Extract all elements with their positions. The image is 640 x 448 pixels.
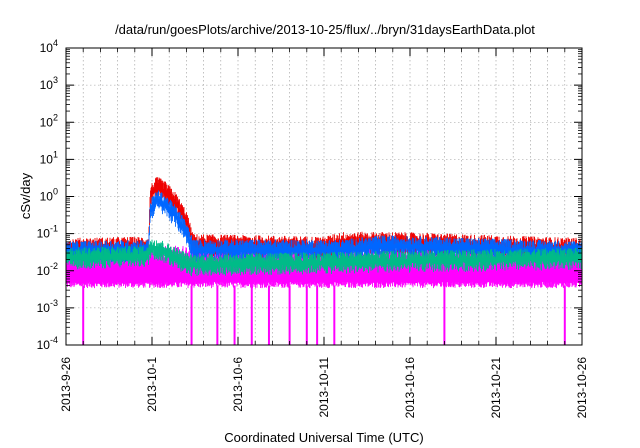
y-tick-label: 104 [40, 38, 58, 55]
x-tick-labels: 2013-9-26 2013-10-1 2013-10-6 2013-10-11 201… [59, 357, 589, 419]
y-tick-label: 10-3 [37, 298, 58, 315]
y-tick-label: 10-2 [37, 261, 58, 278]
y-tick-label: 10-4 [37, 335, 58, 352]
y-tick-label: 101 [40, 149, 58, 166]
x-tick-label: 2013-10-21 [489, 357, 503, 419]
chart-title: /data/run/goesPlots/archive/2013-10-25/f… [115, 22, 535, 37]
x-tick-label: 2013-10-26 [575, 357, 589, 419]
y-tick-labels: 10-4 10-3 10-2 10-1 100 101 102 103 104 [37, 38, 58, 352]
series-layer [65, 177, 583, 345]
y-tick-label: 100 [40, 187, 58, 204]
grid [66, 48, 582, 345]
x-tick-label: 2013-10-16 [403, 357, 417, 419]
x-tick-label: 2013-9-26 [59, 357, 73, 412]
x-axis-label: Coordinated Universal Time (UTC) [224, 430, 423, 445]
y-tick-label: 10-1 [37, 224, 58, 241]
y-axis-label: cSv/day [18, 172, 33, 219]
x-tick-label: 2013-10-1 [145, 357, 159, 412]
x-tick-label: 2013-10-6 [231, 357, 245, 412]
y-tick-label: 102 [40, 112, 58, 129]
y-tick-label: 103 [40, 75, 58, 92]
ticks [65, 47, 583, 346]
x-tick-label: 2013-10-11 [317, 357, 331, 418]
